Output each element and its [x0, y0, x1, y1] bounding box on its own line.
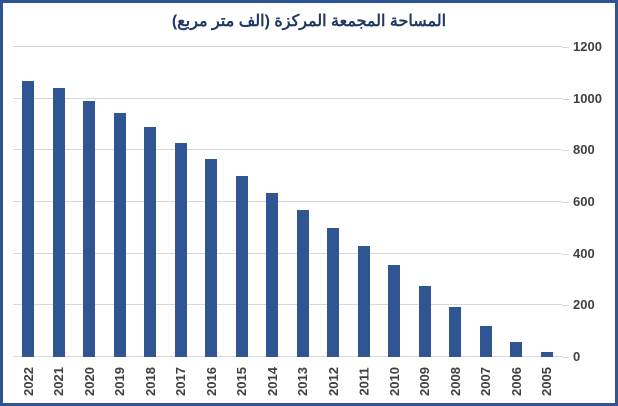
x-slot-2005: 2005	[532, 360, 563, 402]
x-slot-2018: 2018	[135, 360, 166, 402]
bar-column-2012	[318, 47, 349, 357]
y-axis-label-1200: 1200	[573, 39, 602, 54]
bar-column-2010	[379, 47, 410, 357]
y-tick-mark-400	[562, 253, 569, 255]
x-slot-2009: 2009	[410, 360, 441, 402]
bar-column-2022	[13, 47, 44, 357]
x-slot-2012: 2012	[318, 360, 349, 402]
x-slot-2013: 2013	[288, 360, 319, 402]
x-slot-2014: 2014	[257, 360, 288, 402]
bar-column-2016	[196, 47, 227, 357]
bar-2019	[113, 112, 126, 357]
x-slot-2008: 2008	[440, 360, 471, 402]
y-tick-mark-200	[562, 305, 569, 307]
bar-column-2019	[105, 47, 136, 357]
gridline-1200	[13, 46, 562, 47]
x-slot-2007: 2007	[471, 360, 502, 402]
y-axis-label-200: 200	[573, 297, 595, 313]
x-axis-label-2007: 2007	[478, 366, 494, 396]
bar-2007	[479, 326, 492, 357]
x-axis-label-2016: 2016	[203, 366, 219, 396]
y-tick-mark-1000	[562, 98, 569, 100]
x-axis-label-2017: 2017	[173, 366, 189, 396]
x-axis-label-2006: 2006	[508, 366, 524, 396]
bar-column-2018	[135, 47, 166, 357]
x-axis-label-2015: 2015	[234, 366, 250, 396]
bar-column-2006	[501, 47, 532, 357]
bar-2015	[235, 176, 248, 357]
bar-2022	[22, 80, 35, 357]
bar-column-2011	[349, 47, 380, 357]
bar-column-2007	[471, 47, 502, 357]
y-axis-label-400: 400	[573, 245, 595, 261]
x-axis-label-2012: 2012	[325, 366, 341, 396]
bar-2017	[174, 142, 187, 357]
gridline-600	[13, 201, 562, 202]
bars-container	[13, 47, 562, 357]
y-tick-mark-800	[562, 150, 569, 152]
y-axis-label-1000: 1000	[573, 90, 602, 106]
x-axis: 2022 2021 2020 2019 2018 2017 2016 2015 2014 2013…	[13, 360, 562, 402]
y-axis-label-800: 800	[573, 142, 595, 158]
x-axis-label-2014: 2014	[264, 366, 280, 396]
x-axis-label-2013: 2013	[295, 366, 311, 396]
plot-area	[13, 46, 562, 357]
x-axis-label-2010: 2010	[386, 366, 402, 396]
bar-column-2005	[532, 47, 563, 357]
bar-2009	[418, 285, 431, 357]
bar-2021	[52, 88, 65, 357]
x-slot-2021: 2021	[44, 360, 75, 402]
bar-column-2009	[410, 47, 441, 357]
x-axis-label-2019: 2019	[112, 366, 128, 396]
x-axis-label-2022: 2022	[20, 366, 36, 396]
bar-column-2014	[257, 47, 288, 357]
bar-column-2015	[227, 47, 258, 357]
bar-column-2017	[166, 47, 197, 357]
bar-2006	[510, 342, 523, 357]
y-axis-label-0: 0	[573, 349, 581, 364]
bar-2014	[266, 192, 279, 357]
bar-2018	[144, 127, 157, 357]
x-slot-2015: 2015	[227, 360, 258, 402]
x-slot-2011: 2011	[349, 360, 380, 402]
bar-column-2008	[440, 47, 471, 357]
x-slot-2006: 2006	[501, 360, 532, 402]
bar-column-2013	[288, 47, 319, 357]
bar-2010	[388, 265, 401, 357]
x-axis-label-2020: 2020	[81, 366, 97, 396]
x-slot-2019: 2019	[105, 360, 136, 402]
x-slot-2016: 2016	[196, 360, 227, 402]
gridline-1000	[13, 97, 562, 99]
bar-2013	[296, 209, 309, 357]
x-slot-2010: 2010	[379, 360, 410, 402]
x-axis-label-2009: 2009	[417, 366, 433, 396]
bar-2008	[449, 306, 462, 357]
chart-title: المساحة المجمعة المركزة (الف متر مربع)	[171, 13, 447, 30]
x-slot-2017: 2017	[166, 360, 197, 402]
x-slot-2020: 2020	[74, 360, 105, 402]
bar-2020	[83, 101, 96, 357]
x-axis-label-2008: 2008	[447, 366, 463, 396]
bar-column-2021	[44, 47, 75, 357]
y-axis-label-600: 600	[573, 194, 595, 209]
x-axis-label-2021: 2021	[51, 366, 67, 396]
bar-2011	[357, 245, 370, 357]
gridline-800	[13, 149, 562, 151]
y-axis: 0 200 400 600 800 1000 1200	[573, 39, 613, 364]
y-tick-mark-0	[562, 357, 569, 358]
bar-column-2020	[74, 47, 105, 357]
gridline-400	[13, 252, 562, 254]
x-slot-2022: 2022	[13, 360, 44, 402]
x-axis-label-2011: 2011	[356, 366, 372, 396]
x-axis-label-2018: 2018	[142, 366, 158, 396]
gridline-0	[13, 356, 562, 357]
gridline-200	[13, 304, 562, 306]
bar-2005	[540, 351, 553, 357]
bar-2016	[205, 159, 218, 357]
bar-2012	[327, 227, 340, 357]
x-axis-label-2005: 2005	[539, 366, 555, 396]
y-tick-mark-600	[562, 202, 569, 203]
y-tick-mark-1200	[562, 47, 569, 48]
